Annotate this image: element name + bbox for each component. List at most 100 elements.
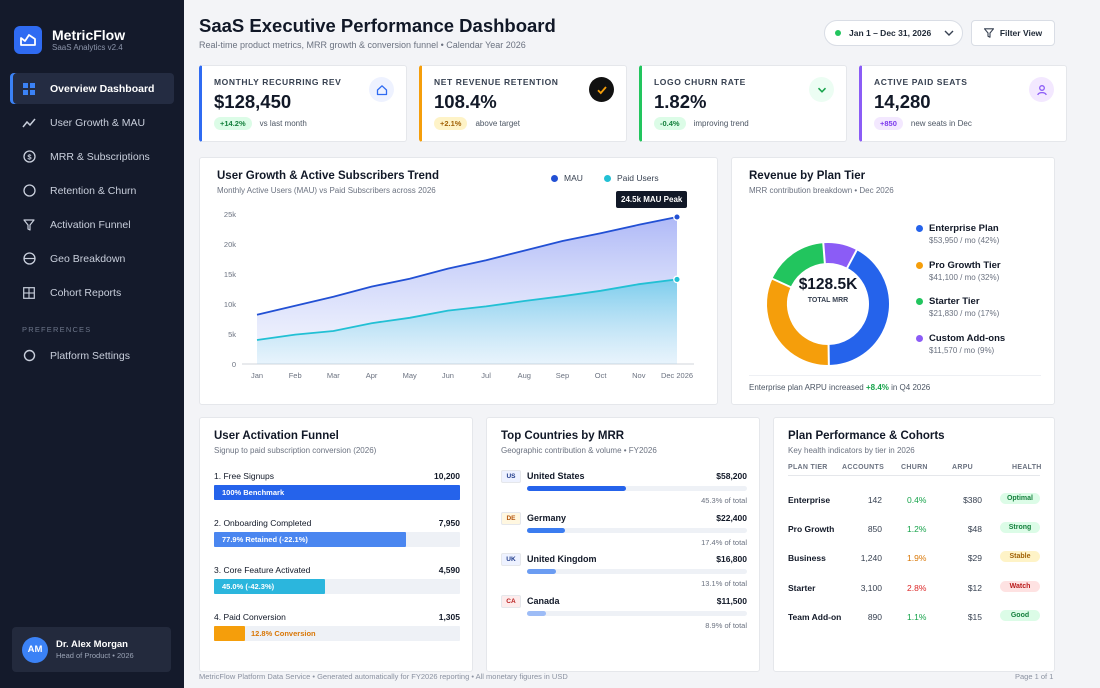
x-tick-label: Apr	[366, 371, 378, 380]
page-title: SaaS Executive Performance Dashboard	[199, 15, 556, 36]
kpi-card-seats[interactable]: ACTIVE PAID SEATS 14,280 +850 new seats …	[859, 65, 1067, 142]
table-row[interactable]: Team Add-on 890 1.1% $15 Good	[788, 604, 1040, 633]
funnel-icon	[22, 218, 36, 232]
sidebar-item-mrr[interactable]: $ MRR & Subscriptions	[10, 141, 174, 172]
divider	[749, 375, 1041, 376]
column-header[interactable]: ARPU	[952, 464, 974, 471]
donut-slice[interactable]	[759, 235, 897, 373]
series-line-paid[interactable]	[256, 278, 678, 341]
table-icon	[22, 286, 36, 300]
kpi-value: $128,450	[214, 91, 292, 112]
revenue-note-prefix: Enterprise plan ARPU increased	[749, 383, 864, 392]
table-row[interactable]: Business 1,240 1.9% $29 Stable	[788, 545, 1040, 574]
kpi-value: 14,280	[874, 91, 931, 112]
table-row[interactable]: Starter 3,100 2.8% $12 Watch	[788, 575, 1040, 604]
kpi-card-mrr[interactable]: MONTHLY RECURRING REV $128,450 +14.2% vs…	[199, 65, 407, 142]
revenue-donut-chart[interactable]	[738, 214, 918, 394]
cell-churn: 1.1%	[907, 611, 927, 622]
sidebar-item-label: Platform Settings	[50, 349, 130, 362]
kpi-label: MONTHLY RECURRING REV	[214, 77, 342, 87]
legend-dot-icon	[916, 298, 923, 305]
cell-accounts: 3,100	[860, 582, 882, 593]
peak-tooltip: 24.5k MAU Peak	[616, 191, 688, 208]
column-header[interactable]: ACCOUNTS	[842, 464, 885, 471]
tier-legend-pro[interactable]: Pro Growth Tier $41,100 / mo (32%)	[916, 260, 1001, 282]
grid-icon	[22, 82, 36, 96]
tier-legend-enterprise[interactable]: Enterprise Plan $53,950 / mo (42%)	[916, 223, 999, 245]
sidebar-item-overview[interactable]: Overview Dashboard	[10, 73, 174, 104]
kpi-card-churn[interactable]: LOGO CHURN RATE 1.82% -0.4% improving tr…	[639, 65, 847, 142]
series-line-mau[interactable]	[256, 216, 678, 316]
funnel-step[interactable]: 2. Onboarding Completed 7,950 77.9% Retai…	[214, 518, 460, 547]
sidebar-item-settings[interactable]: Platform Settings	[10, 340, 174, 371]
sidebar-item-cohort[interactable]: Cohort Reports	[10, 277, 174, 308]
y-tick-label: 0	[232, 360, 236, 369]
country-track	[527, 527, 747, 533]
sidebar-item-retention[interactable]: Retention & Churn	[10, 175, 174, 206]
tier-value: $41,100 / mo (32%)	[929, 273, 1000, 282]
revenue-note: Enterprise plan ARPU increased +8.4% in …	[749, 383, 930, 392]
health-badge: Good	[1000, 609, 1040, 621]
legend-item-mau[interactable]: MAU	[551, 173, 583, 183]
y-tick-label: 15k	[224, 270, 236, 279]
cell-churn: 0.4%	[907, 495, 927, 505]
series-end-point[interactable]	[673, 213, 681, 221]
table-row[interactable]: Pro Growth 850 1.2% $48 Strong	[788, 516, 1040, 545]
sidebar-item-user-growth[interactable]: User Growth & MAU	[10, 107, 174, 138]
panel-title: Plan Performance & Cohorts	[788, 430, 945, 442]
column-header[interactable]: HEALTH	[1012, 464, 1042, 471]
funnel-step[interactable]: 1. Free Signups 10,200 100% Benchmark	[214, 471, 460, 500]
funnel-step[interactable]: 3. Core Feature Activated 4,590 45.0% (-4…	[214, 565, 460, 594]
cell-accounts: 850	[867, 524, 882, 535]
donut-center-label: TOTAL MRR	[807, 297, 849, 304]
column-header[interactable]: CHURN	[901, 464, 928, 471]
brand-subtitle: SaaS Analytics v2.4	[52, 42, 123, 52]
trend-chart[interactable]: 0 5k 10k 15k 20k 25k Jan Feb Mar Apr May Jun Jul Aug S…	[200, 158, 717, 404]
kpi-badge: -0.4%	[654, 117, 686, 130]
funnel-step-value: 1,305	[438, 612, 460, 622]
brand[interactable]: MetricFlow SaaS Analytics v2.4	[0, 0, 184, 62]
x-tick-label: Jul	[481, 371, 491, 380]
cell-tier: Starter	[788, 582, 816, 593]
country-name: Canada	[527, 595, 560, 606]
tier-value: $53,950 / mo (42%)	[929, 236, 1000, 245]
funnel-bar-text: 77.9% Retained (-22.1%)	[222, 535, 308, 544]
panel-title: User Activation Funnel	[214, 430, 339, 442]
cell-arpu: $48	[967, 524, 982, 535]
panel-title: Revenue by Plan Tier	[749, 170, 866, 182]
x-tick-label: Dec 2026	[661, 371, 693, 380]
date-range-picker[interactable]: Jan 1 – Dec 31, 2026	[824, 20, 963, 46]
tier-legend-addons[interactable]: Custom Add-ons $11,570 / mo (9%)	[916, 333, 1005, 355]
cell-arpu: $12	[967, 582, 982, 593]
panel-subtitle: MRR contribution breakdown • Dec 2026	[749, 186, 894, 195]
donut-slice[interactable]	[759, 235, 897, 373]
country-value: $11,500	[716, 595, 747, 606]
sidebar-item-geo[interactable]: Geo Breakdown	[10, 243, 174, 274]
country-name: Germany	[527, 512, 567, 523]
tier-legend-starter[interactable]: Starter Tier $21,830 / mo (17%)	[916, 296, 999, 318]
revenue-note-suffix: in Q4 2026	[891, 383, 931, 392]
table-row[interactable]: Enterprise 142 0.4% $380 Optimal	[788, 487, 1040, 516]
trend-icon	[22, 116, 36, 130]
legend-item-paid[interactable]: Paid Users	[604, 173, 659, 183]
sidebar-item-funnel[interactable]: Activation Funnel	[10, 209, 174, 240]
kpi-card-nrr[interactable]: NET REVENUE RETENTION 108.4% +2.1% above…	[419, 65, 627, 142]
cell-arpu: $15	[967, 611, 982, 622]
sidebar-item-label: Overview Dashboard	[50, 82, 155, 95]
tier-name: Enterprise Plan	[929, 223, 999, 234]
series-end-point[interactable]	[673, 275, 681, 284]
country-name: United States	[527, 471, 585, 481]
kpi-badge: +14.2%	[214, 117, 252, 130]
circle-icon	[22, 184, 36, 198]
kpi-badge: +2.1%	[434, 117, 468, 130]
legend-dot-icon	[916, 225, 923, 232]
tier-name: Pro Growth Tier	[929, 260, 1001, 271]
funnel-step-label: 2. Onboarding Completed	[214, 518, 312, 528]
column-header[interactable]: PLAN TIER	[788, 464, 828, 471]
legend-dot-icon	[551, 174, 558, 182]
funnel-bar-text: 12.8% Conversion	[251, 629, 316, 638]
user-profile-card[interactable]: AM Dr. Alex Morgan Head of Product • 202…	[12, 627, 171, 672]
country-track	[527, 569, 747, 574]
filter-view-button[interactable]: Filter View	[971, 20, 1055, 46]
funnel-step[interactable]: 4. Paid Conversion 1,305 12.8% Conversion	[214, 612, 460, 641]
